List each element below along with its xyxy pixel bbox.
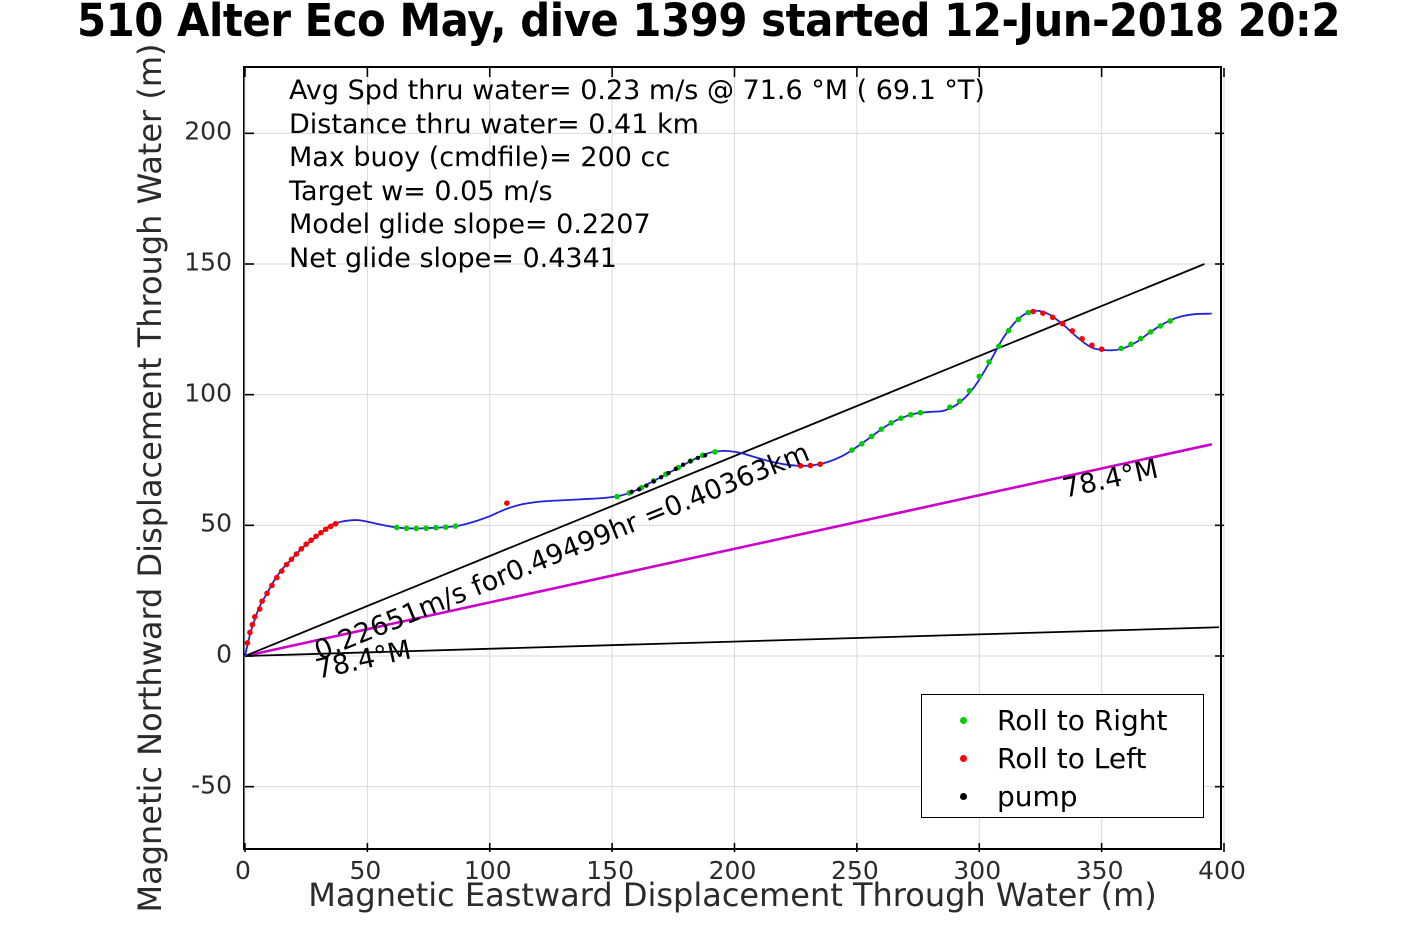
info-line-target-w: Target w= 0.05 m/s bbox=[289, 175, 553, 207]
x-tick-label: 100 bbox=[463, 856, 512, 885]
legend-item-label: pump bbox=[997, 779, 1078, 813]
info-line-model-slope: Model glide slope= 0.2207 bbox=[289, 209, 651, 240]
legend-item[interactable]: pump bbox=[922, 777, 1203, 815]
x-tick-label: 200 bbox=[708, 856, 757, 885]
y-tick-label: 0 bbox=[216, 639, 232, 669]
legend-box: Roll to Right Roll to Left pump bbox=[921, 694, 1204, 818]
x-tick-label: 0 bbox=[235, 856, 251, 885]
figure-title: 510 Alter Eco May, dive 1399 started 12-… bbox=[76, 0, 1340, 47]
info-line-avg-speed: Avg Spd thru water= 0.23 m/s @ 71.6 °M (… bbox=[289, 75, 985, 106]
x-tick-label: 250 bbox=[831, 856, 879, 885]
info-line-max-buoy: Max buoy (cmdfile)= 200 cc bbox=[289, 142, 671, 173]
x-tick-label: 50 bbox=[349, 856, 382, 885]
legend-item[interactable]: Roll to Left bbox=[922, 739, 1203, 777]
x-tick-label: 350 bbox=[1075, 856, 1124, 885]
dive-info-text: Avg Spd thru water= 0.23 m/s @ 71.6 °M (… bbox=[289, 74, 985, 275]
x-axis-label: Magnetic Eastward Displacement Through W… bbox=[308, 876, 1157, 914]
legend-marker-icon bbox=[960, 717, 967, 724]
y-tick-label: 50 bbox=[200, 508, 232, 538]
legend-item[interactable]: Roll to Right bbox=[922, 701, 1203, 739]
info-line-distance: Distance thru water= 0.41 km bbox=[289, 108, 699, 140]
legend-marker-icon bbox=[960, 793, 967, 800]
x-tick-label: 400 bbox=[1198, 856, 1246, 885]
y-axis-label-wrap: Magnetic Northward Displacement Through … bbox=[120, 0, 180, 945]
legend-marker-icon bbox=[960, 755, 967, 762]
x-tick-label: 150 bbox=[586, 856, 634, 885]
legend-item-label: Roll to Left bbox=[997, 741, 1147, 775]
y-tick-label: -50 bbox=[191, 770, 232, 800]
plot-area bbox=[243, 66, 1225, 852]
x-tick-label: 300 bbox=[953, 856, 1002, 885]
y-tick-label: 150 bbox=[184, 247, 232, 277]
y-tick-label: 100 bbox=[184, 378, 232, 408]
y-axis-label: Magnetic Northward Displacement Through … bbox=[131, 43, 169, 913]
info-line-net-slope: Net glide slope= 0.4341 bbox=[289, 242, 617, 274]
y-tick-label: 200 bbox=[184, 116, 232, 146]
legend-item-label: Roll to Right bbox=[997, 703, 1168, 737]
